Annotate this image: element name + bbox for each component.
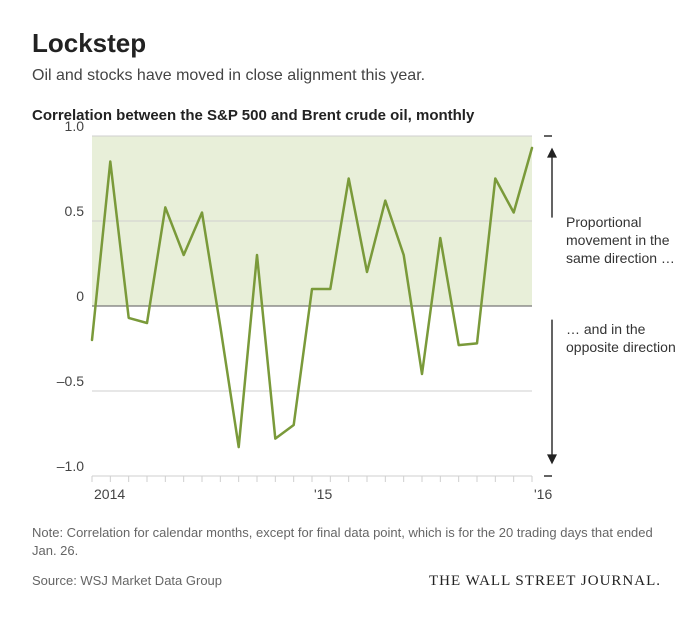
correlation-chart: –1.0–0.500.51.0 2014'15'16 Proportional … bbox=[32, 130, 660, 510]
y-tick-label: 0.5 bbox=[32, 203, 84, 219]
source-text: Source: WSJ Market Data Group bbox=[32, 573, 222, 588]
y-tick-label: 0 bbox=[32, 288, 84, 304]
publisher-text: THE WALL STREET JOURNAL. bbox=[429, 573, 661, 590]
y-tick-label: 1.0 bbox=[32, 118, 84, 134]
x-tick-label: '16 bbox=[534, 486, 552, 502]
annotation-lower: … and in the opposite direction bbox=[566, 320, 676, 356]
subhead: Oil and stocks have moved in close align… bbox=[32, 67, 661, 85]
chart-title: Correlation between the S&P 500 and Bren… bbox=[32, 107, 661, 124]
footer-row: Source: WSJ Market Data Group THE WALL S… bbox=[32, 573, 661, 590]
headline: Lockstep bbox=[32, 28, 661, 59]
x-tick-label: '15 bbox=[314, 486, 332, 502]
x-tick-label: 2014 bbox=[94, 486, 125, 502]
annotation-upper: Proportional movement in the same direct… bbox=[566, 213, 676, 268]
y-tick-label: –0.5 bbox=[32, 373, 84, 389]
y-tick-label: –1.0 bbox=[32, 458, 84, 474]
note-text: Note: Correlation for calendar months, e… bbox=[32, 524, 661, 559]
